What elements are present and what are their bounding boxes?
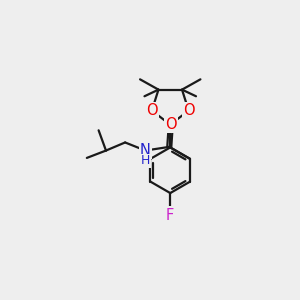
Text: O: O (146, 103, 158, 118)
Text: O: O (165, 117, 177, 132)
Text: O: O (183, 103, 194, 118)
Text: N: N (140, 143, 151, 158)
Text: F: F (166, 208, 174, 223)
Text: B: B (165, 117, 175, 132)
Text: H: H (141, 154, 150, 167)
